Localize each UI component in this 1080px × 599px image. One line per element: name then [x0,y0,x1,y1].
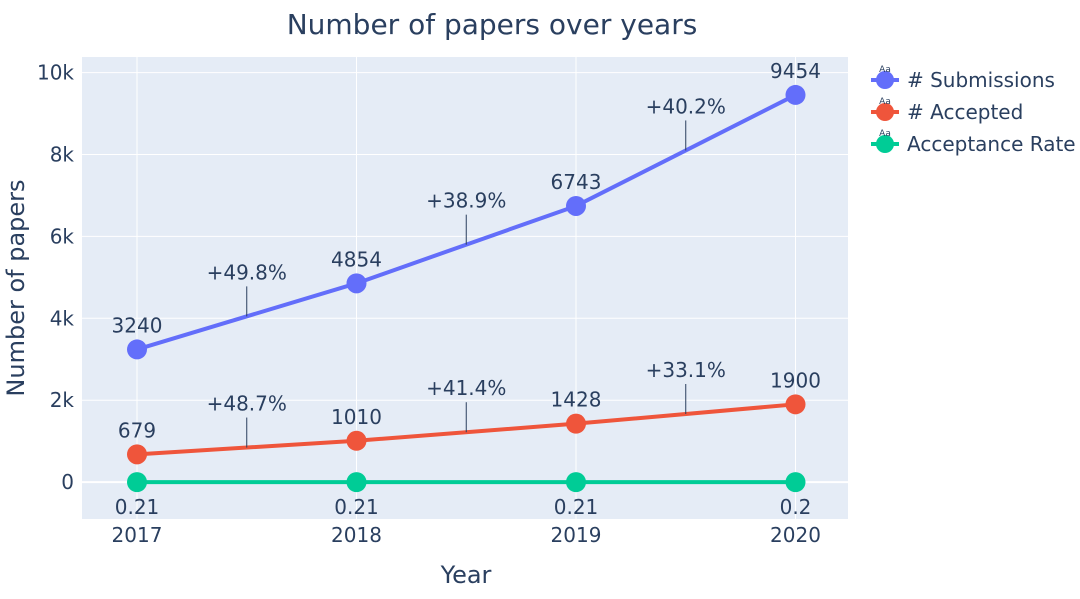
y-tick-label: 0 [61,470,74,494]
legend-swatch-marker [876,71,894,89]
annotation-label: +48.7% [207,392,287,416]
data-label: 1428 [551,388,602,412]
y-tick-label: 10k [37,61,74,85]
legend-swatch-marker [876,103,894,121]
annotation-label: +33.1% [646,358,726,382]
data-point [346,472,367,493]
data-point [346,273,367,294]
y-tick-label: 4k [50,306,75,330]
data-point [785,84,806,105]
y-tick-labels: 0 2k 4k 6k 8k 10k [37,61,74,495]
chart-title: Number of papers over years [287,8,698,41]
legend: Aa # Submissions Aa # Accepted Aa Acceptance … [871,65,1076,156]
legend-entry: # Accepted [907,100,1023,124]
data-point [346,430,367,451]
x-tick-labels: 2017 2018 2019 2020 [112,523,821,547]
data-label: 0.21 [334,495,379,519]
legend-entry: # Submissions [907,68,1055,92]
data-label: 0.21 [115,495,160,519]
data-point [566,472,586,493]
data-point [127,339,147,360]
data-label: 0.21 [554,495,599,519]
x-tick-label: 2018 [331,523,382,547]
y-tick-label: 8k [50,142,75,166]
data-point [785,394,806,415]
data-point [785,472,806,493]
legend-swatch-marker [876,135,894,153]
data-label: 0.2 [780,495,812,519]
x-tick-label: 2020 [770,523,821,547]
data-label: 1010 [331,405,382,429]
data-label: 1900 [770,368,821,392]
y-axis-label: Number of papers [2,179,30,396]
annotation-label: +38.9% [426,189,506,213]
data-point [566,195,586,216]
data-point [127,444,147,465]
y-tick-label: 6k [50,224,75,248]
y-tick-label: 2k [50,388,75,412]
annotation-label: +40.2% [646,94,726,118]
data-label: 679 [118,418,156,442]
legend-entry: Acceptance Rate [907,132,1076,156]
annotation-label: +49.8% [207,260,287,284]
data-label: 6743 [551,170,602,194]
data-point [566,413,586,434]
legend-marker-text: Aa [879,65,891,75]
annotation-label: +41.4% [426,376,506,400]
legend-marker-text: Aa [879,97,891,107]
data-point [127,472,147,493]
data-label: 3240 [112,313,163,337]
x-tick-label: 2019 [551,523,602,547]
x-axis-label: Year [440,561,492,589]
annotations-group: +49.8% +38.9% +40.2% +48.7% +41.4% +33.1% [207,94,726,448]
data-label: 4854 [331,247,382,271]
legend-marker-text: Aa [879,129,891,139]
data-label: 9454 [770,59,821,83]
x-tick-label: 2017 [112,523,163,547]
